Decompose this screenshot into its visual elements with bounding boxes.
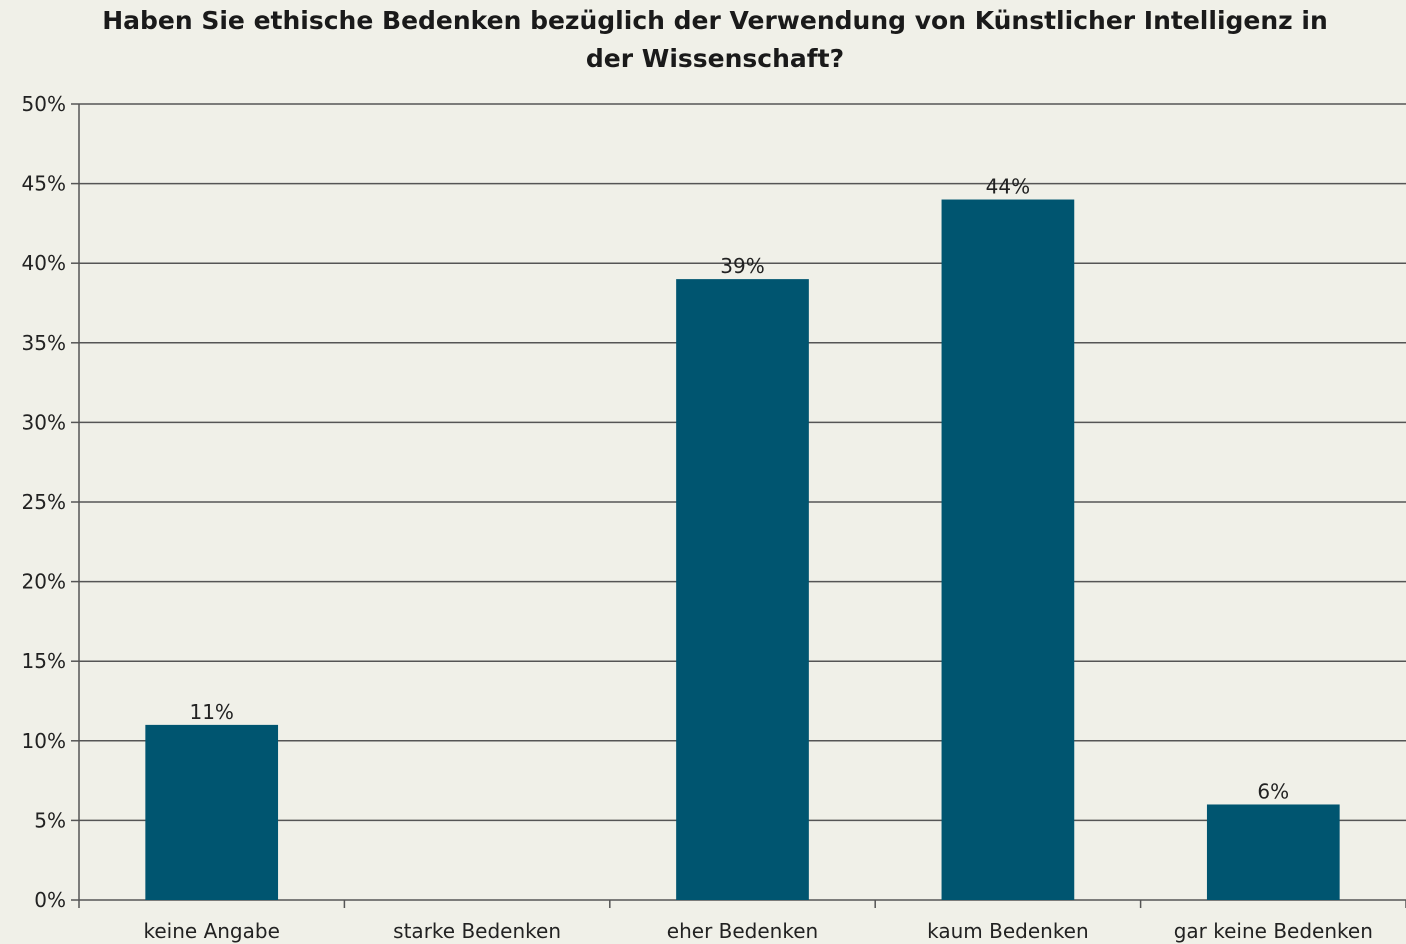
bar xyxy=(1206,804,1340,900)
bar xyxy=(145,724,279,900)
y-tick-label: 20% xyxy=(22,570,66,594)
data-label: 44% xyxy=(986,175,1030,199)
chart-title: Haben Sie ethische Bedenken bezüglich de… xyxy=(102,6,1328,73)
y-tick-label: 45% xyxy=(22,172,66,196)
x-tick-label: starke Bedenken xyxy=(393,919,561,943)
y-tick-label: 10% xyxy=(22,729,66,753)
bar xyxy=(676,279,809,900)
y-tick-label: 50% xyxy=(22,92,66,116)
data-label: 39% xyxy=(720,254,764,278)
y-tick-label: 0% xyxy=(34,888,66,912)
y-tick-label: 25% xyxy=(22,490,66,514)
y-tick-label: 40% xyxy=(22,251,66,275)
x-tick-label: kaum Bedenken xyxy=(927,919,1089,943)
x-tick-label: eher Bedenken xyxy=(667,919,818,943)
y-tick-label: 15% xyxy=(22,649,66,673)
bar xyxy=(941,199,1075,900)
x-tick-label: gar keine Bedenken xyxy=(1174,919,1373,943)
y-tick-label: 30% xyxy=(22,410,66,434)
y-tick-label: 5% xyxy=(34,808,66,832)
y-tick-label: 35% xyxy=(22,331,66,355)
data-label: 11% xyxy=(189,700,233,724)
data-label: 6% xyxy=(1257,779,1289,803)
x-tick-label: keine Angabe xyxy=(144,919,280,943)
